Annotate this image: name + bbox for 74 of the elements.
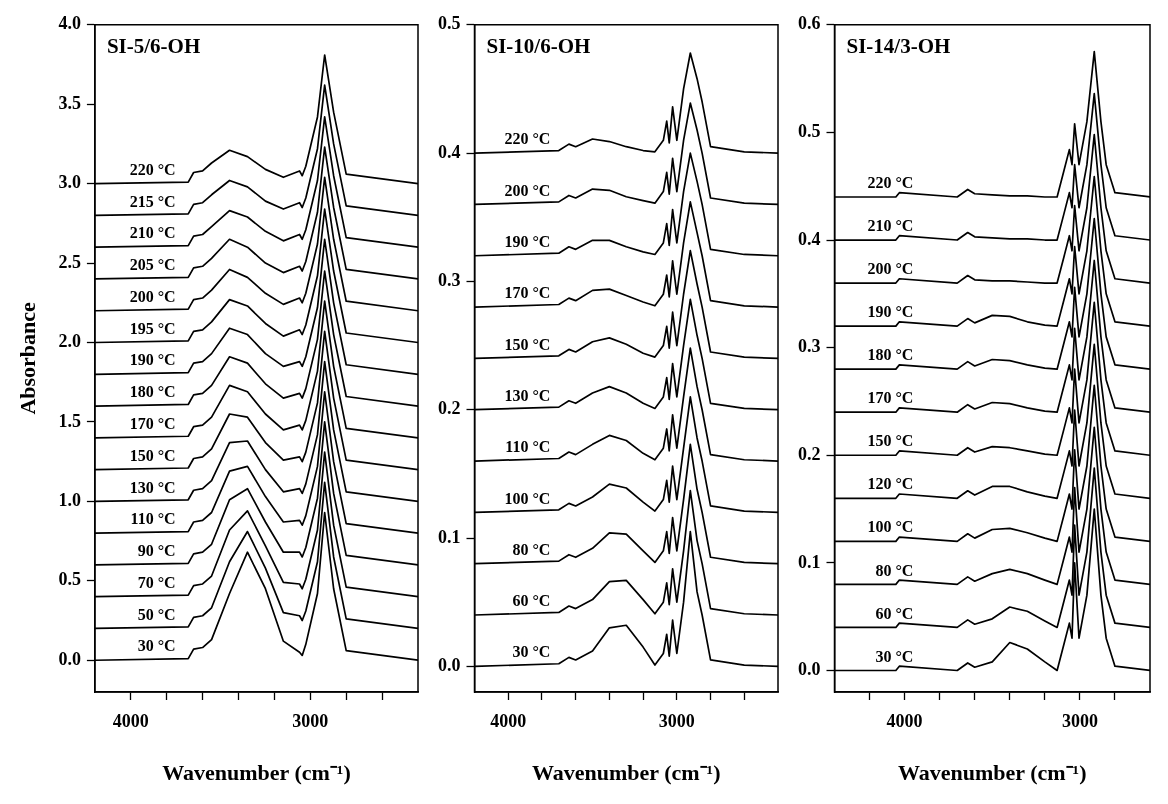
- x-tick-label: 4000: [112, 711, 149, 732]
- series-label: 90 °C: [137, 542, 176, 560]
- chart-title: SI-10/6-OH: [486, 33, 591, 58]
- y-tick-label: 1.5: [58, 410, 81, 431]
- x-axis-title: Wavenumber (cm⁻¹): [897, 760, 1087, 786]
- y-tick-label: 0.2: [798, 443, 821, 464]
- y-tick-label: 3.5: [58, 92, 81, 113]
- series-label: 100 °C: [504, 489, 551, 507]
- y-tick-label: 0.2: [438, 398, 461, 419]
- y-tick-label: 0.1: [438, 526, 461, 547]
- y-tick-label: 0.1: [798, 551, 821, 572]
- series-label: 195 °C: [129, 319, 176, 337]
- y-tick-label: 0.5: [798, 121, 821, 142]
- series-label: 30 °C: [137, 637, 176, 655]
- x-tick-label: 4000: [886, 711, 923, 732]
- x-axis-title: Wavenumber (cm⁻¹): [162, 760, 351, 786]
- series-label: 50 °C: [137, 605, 176, 623]
- series-label: 120 °C: [867, 475, 914, 493]
- y-axis-title: Absorbance: [14, 301, 40, 415]
- y-tick-label: 0.3: [798, 336, 821, 357]
- series-label: 170 °C: [867, 389, 914, 407]
- x-tick-label: 3000: [658, 711, 695, 732]
- series-label: 80 °C: [875, 561, 914, 579]
- series-label: 130 °C: [504, 386, 551, 404]
- chart-title: SI-5/6-OH: [106, 33, 201, 58]
- series-label: 190 °C: [504, 232, 551, 250]
- series-label: 30 °C: [875, 647, 914, 665]
- series-label: 150 °C: [504, 335, 551, 353]
- series-label: 170 °C: [129, 414, 176, 432]
- series-label: 205 °C: [129, 256, 176, 274]
- series-label: 210 °C: [129, 224, 176, 242]
- chart-title: SI-14/3-OH: [846, 33, 951, 58]
- y-tick-label: 0.4: [798, 228, 821, 249]
- series-label: 190 °C: [129, 351, 176, 369]
- x-tick-label: 3000: [292, 711, 329, 732]
- series-label: 200 °C: [867, 260, 914, 278]
- series-label: 60 °C: [512, 592, 551, 610]
- series-label: 70 °C: [137, 573, 176, 591]
- series-label: 190 °C: [867, 303, 914, 321]
- series-label: 180 °C: [867, 346, 914, 364]
- series-label: 110 °C: [130, 510, 176, 528]
- x-axis-title: Wavenumber (cm⁻¹): [531, 760, 721, 786]
- series-label: 215 °C: [129, 192, 176, 210]
- y-tick-label: 1.0: [58, 490, 81, 511]
- y-tick-label: 4.0: [58, 13, 81, 34]
- y-tick-label: 0.3: [438, 270, 461, 291]
- y-tick-label: 0.0: [798, 659, 821, 680]
- series-label: 100 °C: [867, 518, 914, 536]
- series-label: 170 °C: [504, 284, 551, 302]
- series-label: 150 °C: [867, 432, 914, 450]
- series-label: 220 °C: [129, 160, 176, 178]
- series-label: 80 °C: [512, 540, 551, 558]
- series-label: 180 °C: [129, 383, 176, 401]
- series-label: 220 °C: [867, 174, 914, 192]
- y-tick-label: 0.0: [58, 648, 81, 669]
- series-label: 110 °C: [505, 438, 551, 456]
- series-label: 60 °C: [875, 604, 914, 622]
- y-tick-label: 0.5: [438, 13, 461, 34]
- y-tick-label: 0.0: [438, 654, 461, 675]
- series-label: 30 °C: [512, 643, 551, 661]
- y-tick-label: 0.4: [438, 141, 461, 162]
- series-label: 130 °C: [129, 478, 176, 496]
- x-tick-label: 4000: [490, 711, 527, 732]
- y-tick-label: 2.5: [58, 251, 81, 272]
- series-label: 220 °C: [504, 130, 551, 148]
- y-tick-label: 3.0: [58, 172, 81, 193]
- series-label: 200 °C: [129, 287, 176, 305]
- y-tick-label: 0.6: [798, 13, 821, 34]
- y-tick-label: 2.0: [58, 331, 81, 352]
- x-tick-label: 3000: [1061, 711, 1098, 732]
- series-label: 200 °C: [504, 181, 551, 199]
- series-label: 210 °C: [867, 217, 914, 235]
- y-tick-label: 0.5: [58, 569, 81, 590]
- series-label: 150 °C: [129, 446, 176, 464]
